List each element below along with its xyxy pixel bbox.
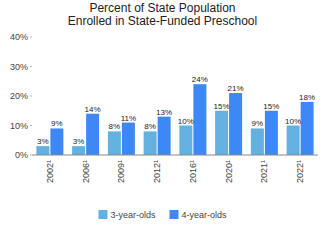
data-label: 3% xyxy=(73,137,85,146)
legend-label: 3-year-olds xyxy=(110,210,156,220)
y-tick xyxy=(30,155,32,156)
x-axis xyxy=(32,155,318,156)
legend: 3-year-olds 4-year-olds xyxy=(98,210,227,220)
y-tick-label: 30% xyxy=(10,62,28,72)
bar xyxy=(287,126,300,156)
bar xyxy=(158,117,171,155)
bar xyxy=(251,128,264,155)
x-tick-label: 2020¹ xyxy=(224,160,234,183)
x-tick-label: 2006¹ xyxy=(81,160,91,183)
x-tick-label: 2002¹ xyxy=(45,160,55,183)
x-tick-label: 2022¹ xyxy=(295,160,305,183)
data-label: 8% xyxy=(144,122,156,131)
legend-label: 4-year-olds xyxy=(182,210,228,220)
x-tick-label: 2016¹ xyxy=(188,160,198,183)
chart: Percent of State PopulationEnrolled in S… xyxy=(0,0,325,229)
y-tick-label: 10% xyxy=(10,121,28,131)
data-label: 9% xyxy=(51,119,63,128)
bar xyxy=(86,114,99,155)
x-tick-label: 2021¹ xyxy=(259,160,269,183)
y-tick xyxy=(30,125,32,126)
data-label: 13% xyxy=(156,108,172,117)
data-label: 3% xyxy=(37,137,49,146)
bar xyxy=(301,102,314,155)
data-label: 15% xyxy=(263,102,279,111)
data-label: 10% xyxy=(285,117,301,126)
data-label: 18% xyxy=(299,93,315,102)
x-tick-label: 2009¹ xyxy=(116,160,126,183)
data-label: 14% xyxy=(85,105,101,114)
data-label: 8% xyxy=(109,122,121,131)
bar xyxy=(50,128,63,155)
data-label: 9% xyxy=(252,119,264,128)
bar xyxy=(122,123,135,155)
data-label: 15% xyxy=(214,102,230,111)
bars xyxy=(36,84,313,155)
x-tick-label: 2012¹ xyxy=(152,160,162,183)
y-tick xyxy=(30,66,32,67)
data-label: 24% xyxy=(192,75,208,84)
bar xyxy=(229,93,242,155)
data-label: 10% xyxy=(178,117,194,126)
y-tick-label: 20% xyxy=(10,91,28,101)
legend-swatch xyxy=(98,210,107,219)
legend-swatch xyxy=(170,210,179,219)
bar xyxy=(179,126,192,156)
data-label: 11% xyxy=(121,114,136,123)
title: Percent of State PopulationEnrolled in S… xyxy=(68,1,257,28)
bar xyxy=(108,131,121,155)
bar xyxy=(193,84,206,155)
bar xyxy=(72,146,85,155)
bar xyxy=(265,111,278,155)
bar xyxy=(144,131,157,155)
y-tick-label: 40% xyxy=(10,32,28,42)
y-tick xyxy=(30,37,32,38)
y-tick-label: 0% xyxy=(15,150,28,160)
bar xyxy=(215,111,228,155)
y-tick xyxy=(30,96,32,97)
data-label: 21% xyxy=(228,84,244,93)
bar xyxy=(36,146,49,155)
